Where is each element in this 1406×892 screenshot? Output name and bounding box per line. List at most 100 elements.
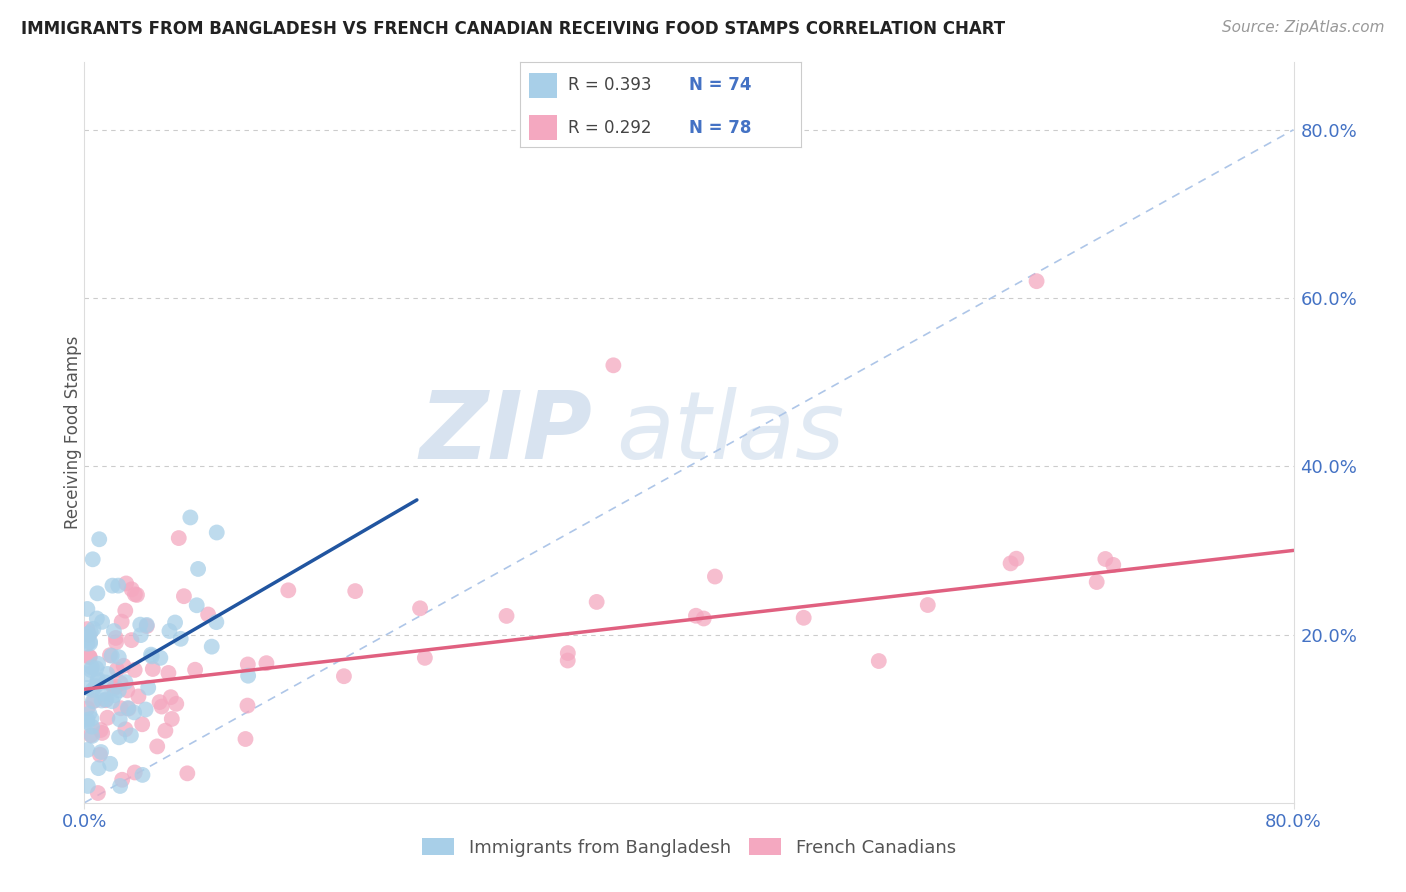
Point: [82, 552, 104, 566]
Point: [115, 576, 138, 591]
Point: [236, 657, 259, 672]
Point: [167, 531, 190, 545]
Point: [101, 579, 124, 593]
Point: [127, 690, 149, 704]
Point: [110, 701, 132, 715]
Point: [77, 706, 100, 721]
Text: R = 0.292: R = 0.292: [568, 119, 651, 136]
Point: [333, 669, 356, 683]
Text: N = 74: N = 74: [689, 77, 751, 95]
Point: [80, 660, 103, 674]
Point: [107, 579, 129, 593]
Point: [121, 582, 143, 597]
Point: [117, 683, 139, 698]
Point: [76, 622, 98, 636]
Point: [135, 619, 157, 633]
Point: [103, 688, 125, 702]
Point: [94, 675, 117, 690]
Point: [105, 635, 128, 649]
Point: [91, 686, 114, 700]
Point: [80, 720, 103, 734]
Point: [205, 525, 228, 540]
Point: [236, 698, 259, 713]
Point: [1005, 551, 1028, 566]
Point: [107, 650, 129, 665]
Point: [89, 747, 111, 762]
Y-axis label: Receiving Food Stamps: Receiving Food Stamps: [65, 336, 82, 529]
Point: [83, 694, 105, 708]
Point: [124, 587, 146, 601]
Point: [114, 604, 136, 618]
Point: [86, 586, 108, 600]
Point: [129, 617, 152, 632]
Point: [793, 611, 815, 625]
Point: [90, 693, 112, 707]
Point: [1000, 557, 1022, 571]
Point: [96, 711, 118, 725]
Point: [129, 628, 152, 642]
Point: [124, 663, 146, 677]
Point: [173, 589, 195, 603]
Point: [150, 699, 173, 714]
Legend: Immigrants from Bangladesh, French Canadians: Immigrants from Bangladesh, French Canad…: [415, 830, 963, 864]
Text: N = 78: N = 78: [689, 119, 751, 136]
Point: [160, 712, 183, 726]
Point: [108, 779, 131, 793]
Point: [585, 595, 607, 609]
Point: [176, 766, 198, 780]
Point: [84, 679, 107, 693]
Point: [76, 713, 98, 727]
FancyBboxPatch shape: [529, 115, 557, 140]
Point: [165, 615, 187, 630]
Point: [79, 649, 101, 664]
Point: [157, 665, 180, 680]
Point: [76, 637, 98, 651]
Point: [82, 682, 104, 697]
Point: [557, 653, 579, 667]
Point: [80, 625, 103, 640]
Point: [77, 628, 100, 642]
Point: [94, 693, 117, 707]
Point: [201, 640, 224, 654]
Point: [76, 715, 98, 730]
Point: [413, 650, 436, 665]
Point: [155, 723, 177, 738]
Point: [146, 739, 169, 754]
Point: [103, 624, 125, 638]
Point: [131, 768, 153, 782]
Point: [91, 726, 114, 740]
Point: [165, 697, 187, 711]
Point: [120, 728, 142, 742]
Point: [131, 717, 153, 731]
Point: [170, 632, 193, 646]
Point: [76, 681, 98, 695]
Point: [103, 681, 125, 696]
Point: [76, 631, 98, 645]
Text: R = 0.393: R = 0.393: [568, 77, 651, 95]
Point: [104, 631, 127, 645]
Point: [114, 675, 136, 690]
Point: [80, 663, 103, 677]
Point: [112, 658, 135, 673]
Point: [100, 648, 122, 663]
Point: [76, 701, 98, 715]
Point: [254, 656, 277, 670]
Point: [277, 583, 299, 598]
Point: [76, 779, 98, 793]
Point: [86, 673, 108, 688]
Point: [80, 728, 103, 742]
Point: [235, 731, 257, 746]
Point: [187, 562, 209, 576]
Point: [76, 743, 98, 757]
Point: [108, 683, 131, 698]
Point: [90, 723, 112, 737]
Point: [96, 667, 118, 681]
Point: [703, 569, 725, 583]
Point: [122, 706, 145, 720]
Point: [124, 765, 146, 780]
Point: [121, 633, 143, 648]
Point: [98, 648, 121, 663]
Text: IMMIGRANTS FROM BANGLADESH VS FRENCH CANADIAN RECEIVING FOOD STAMPS CORRELATION : IMMIGRANTS FROM BANGLADESH VS FRENCH CAN…: [21, 20, 1005, 37]
Point: [693, 611, 716, 625]
Point: [236, 669, 259, 683]
